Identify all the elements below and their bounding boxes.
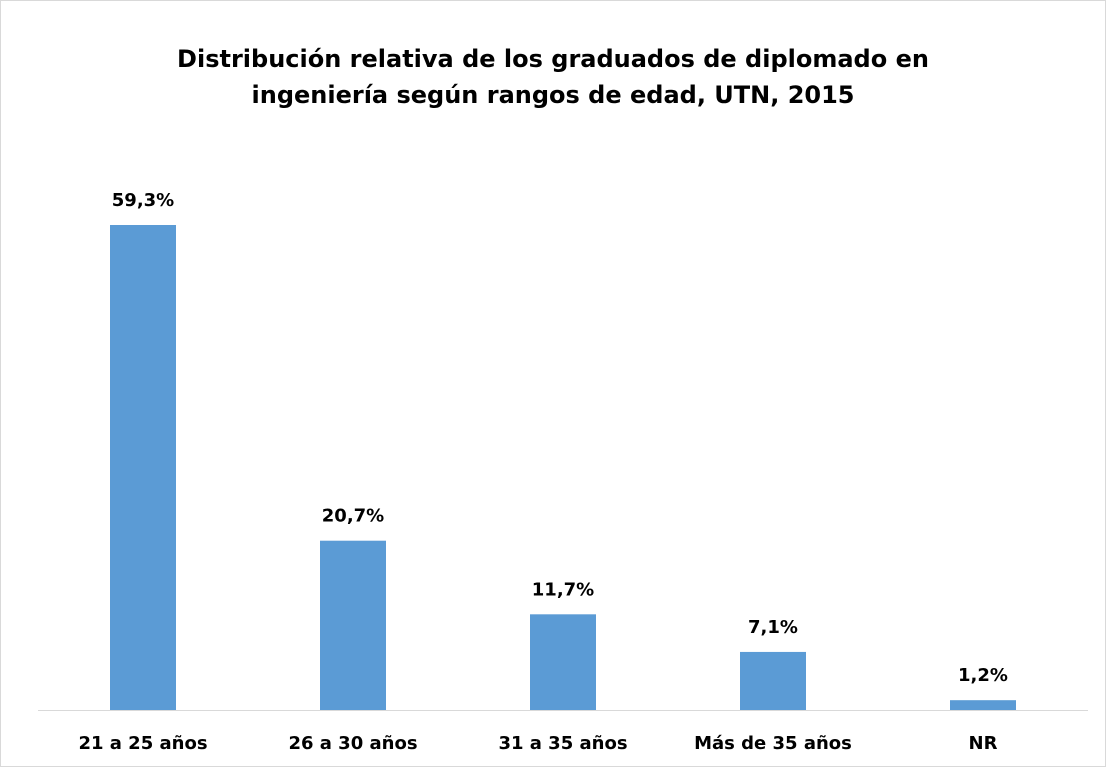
bar bbox=[110, 225, 176, 710]
x-tick-label: 21 a 25 años bbox=[78, 733, 207, 754]
chart-title: ingeniería según rangos de edad, UTN, 20… bbox=[252, 81, 855, 109]
x-tick-label: NR bbox=[969, 733, 998, 754]
data-label: 1,2% bbox=[958, 665, 1008, 686]
x-tick-label: Más de 35 años bbox=[694, 733, 852, 754]
bar bbox=[320, 540, 386, 710]
data-label: 11,7% bbox=[532, 579, 594, 600]
chart-title: Distribución relativa de los graduados d… bbox=[177, 45, 929, 73]
bar bbox=[950, 700, 1016, 710]
x-tick-label: 31 a 35 años bbox=[498, 733, 627, 754]
data-label: 7,1% bbox=[748, 617, 798, 638]
x-tick-label: 26 a 30 años bbox=[288, 733, 417, 754]
bar bbox=[740, 651, 806, 710]
data-label: 59,3% bbox=[112, 190, 174, 211]
data-label: 20,7% bbox=[322, 506, 384, 527]
bar bbox=[530, 614, 596, 710]
